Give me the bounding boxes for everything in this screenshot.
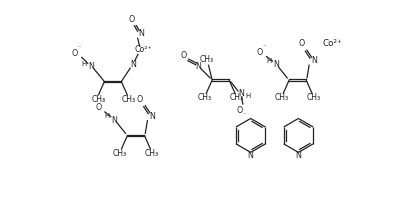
- Text: O: O: [129, 15, 135, 24]
- Text: N: N: [295, 151, 302, 160]
- Text: O: O: [137, 95, 143, 104]
- Text: CH₃: CH₃: [200, 55, 214, 64]
- Text: ⁻: ⁻: [262, 45, 265, 50]
- Text: N: N: [311, 56, 317, 65]
- Text: O: O: [237, 106, 243, 115]
- Text: CH₃: CH₃: [113, 149, 127, 158]
- Text: CH₃: CH₃: [145, 149, 159, 158]
- Text: CH₃: CH₃: [197, 93, 211, 102]
- Text: H: H: [245, 93, 250, 99]
- Text: CH₃: CH₃: [307, 93, 321, 102]
- Text: O: O: [72, 49, 78, 58]
- Text: N: N: [248, 151, 254, 160]
- Text: CH₃: CH₃: [230, 93, 244, 102]
- Text: H: H: [81, 61, 86, 67]
- Text: N: N: [239, 89, 244, 98]
- Text: Co²⁺: Co²⁺: [322, 39, 342, 47]
- Text: CH₃: CH₃: [122, 95, 136, 104]
- Text: ⁻: ⁻: [243, 113, 246, 118]
- Text: H: H: [105, 113, 110, 119]
- Text: N: N: [195, 62, 201, 71]
- Text: N: N: [138, 28, 144, 38]
- Text: N: N: [273, 60, 279, 69]
- Text: O: O: [298, 39, 305, 48]
- Text: N: N: [130, 60, 136, 69]
- Text: N: N: [149, 112, 155, 121]
- Text: O: O: [181, 51, 187, 60]
- Text: ⁻: ⁻: [78, 46, 81, 51]
- Text: O: O: [257, 48, 263, 57]
- Text: CH₃: CH₃: [91, 95, 105, 104]
- Text: ⁻: ⁻: [100, 101, 104, 106]
- Text: Co²⁺: Co²⁺: [135, 45, 153, 54]
- Text: O: O: [95, 103, 101, 112]
- Text: CH₃: CH₃: [275, 93, 288, 102]
- Text: N: N: [89, 62, 94, 71]
- Text: N: N: [111, 116, 118, 124]
- Text: H: H: [266, 58, 272, 64]
